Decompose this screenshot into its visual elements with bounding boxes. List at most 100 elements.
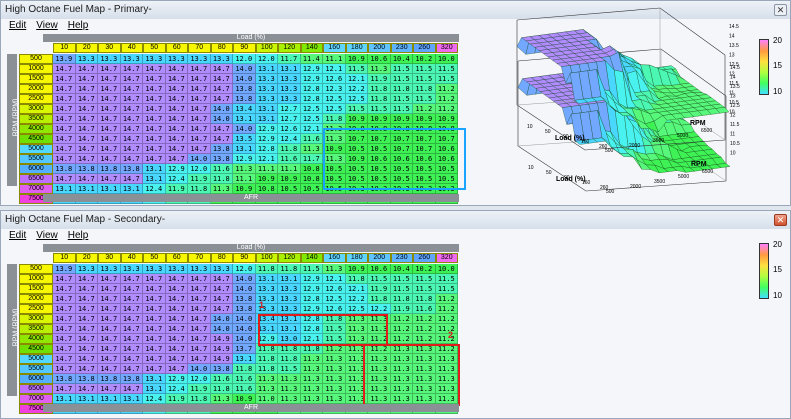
afr-cell[interactable]: 14.7: [75, 364, 98, 374]
afr-cell[interactable]: 14.7: [188, 64, 211, 74]
afr-cell[interactable]: 14.7: [120, 144, 143, 154]
afr-cell[interactable]: 14.7: [53, 84, 76, 94]
afr-cell[interactable]: 11.1: [323, 54, 346, 64]
afr-cell[interactable]: 14.7: [165, 104, 188, 114]
afr-cell[interactable]: 14.7: [210, 64, 233, 74]
afr-cell[interactable]: 14.7: [98, 104, 121, 114]
afr-cell[interactable]: 13.8: [75, 374, 98, 384]
afr-cell[interactable]: 12.1: [345, 284, 368, 294]
afr-cell[interactable]: 10.8: [300, 164, 323, 174]
afr-cell[interactable]: 14.7: [75, 74, 98, 84]
afr-cell[interactable]: 13.8: [210, 144, 233, 154]
afr-cell[interactable]: 13.8: [120, 164, 143, 174]
afr-cell[interactable]: 13.8: [233, 84, 256, 94]
afr-cell[interactable]: 11.3: [323, 394, 346, 404]
afr-cell[interactable]: 14.7: [143, 324, 166, 334]
afr-cell[interactable]: 13.3: [165, 264, 188, 274]
afr-cell[interactable]: 14.7: [165, 324, 188, 334]
afr-cell[interactable]: 11.5: [435, 284, 458, 294]
afr-cell[interactable]: 11.5: [413, 64, 436, 74]
afr-cell[interactable]: 14.7: [188, 304, 211, 314]
afr-cell[interactable]: 14.7: [98, 94, 121, 104]
afr-cell[interactable]: 12.1: [300, 334, 323, 344]
afr-cell[interactable]: 14.7: [75, 64, 98, 74]
afr-cell[interactable]: 11.3: [435, 394, 458, 404]
afr-cell[interactable]: 12.9: [300, 64, 323, 74]
afr-cell[interactable]: 12.0: [188, 164, 211, 174]
afr-cell[interactable]: 14.0: [233, 64, 256, 74]
afr-cell[interactable]: 11.0: [255, 394, 278, 404]
afr-cell[interactable]: 10.8: [255, 184, 278, 194]
afr-cell[interactable]: 11.3: [300, 374, 323, 384]
afr-cell[interactable]: 13.3: [255, 94, 278, 104]
afr-cell[interactable]: 13.3: [188, 54, 211, 64]
afr-cell[interactable]: 10.5: [368, 144, 391, 154]
afr-cell[interactable]: 14.7: [120, 174, 143, 184]
afr-cell[interactable]: 11.3: [413, 394, 436, 404]
afr-cell[interactable]: 14.7: [210, 294, 233, 304]
afr-cell[interactable]: 11.3: [323, 354, 346, 364]
menu-view[interactable]: View: [36, 230, 58, 241]
afr-cell[interactable]: 14.7: [75, 384, 98, 394]
afr-cell[interactable]: 14.7: [53, 124, 76, 134]
afr-cell[interactable]: 10.7: [368, 134, 391, 144]
afr-cell[interactable]: 14.7: [188, 104, 211, 114]
afr-cell[interactable]: 12.9: [300, 304, 323, 314]
afr-cell[interactable]: 11.5: [435, 64, 458, 74]
afr-cell[interactable]: 14.7: [53, 154, 76, 164]
afr-cell[interactable]: 11.6: [233, 374, 256, 384]
afr-cell[interactable]: 14.7: [188, 284, 211, 294]
afr-cell[interactable]: 14.7: [210, 134, 233, 144]
afr-cell[interactable]: 14.7: [98, 314, 121, 324]
afr-cell[interactable]: 12.5: [345, 304, 368, 314]
afr-cell[interactable]: 14.7: [53, 274, 76, 284]
afr-cell[interactable]: 11.3: [210, 184, 233, 194]
afr-cell[interactable]: 14.7: [98, 344, 121, 354]
afr-cell[interactable]: 13.1: [278, 64, 301, 74]
afr-cell[interactable]: 13.1: [233, 144, 256, 154]
afr-cell[interactable]: 12.1: [323, 64, 346, 74]
afr-cell[interactable]: 14.7: [143, 304, 166, 314]
afr-cell[interactable]: 11.3: [210, 394, 233, 404]
afr-cell[interactable]: 13.8: [210, 364, 233, 374]
afr-cell[interactable]: 14.7: [210, 74, 233, 84]
afr-cell[interactable]: 14.7: [120, 284, 143, 294]
afr-cell[interactable]: 10.5: [413, 164, 436, 174]
afr-cell[interactable]: 14.0: [233, 284, 256, 294]
afr-cell[interactable]: 14.7: [143, 284, 166, 294]
afr-cell[interactable]: 14.7: [53, 344, 76, 354]
afr-cell[interactable]: 11.5: [435, 274, 458, 284]
afr-cell[interactable]: 12.9: [255, 134, 278, 144]
afr-cell[interactable]: 14.7: [120, 324, 143, 334]
afr-cell[interactable]: 10.7: [345, 134, 368, 144]
afr-cell[interactable]: 11.5: [390, 74, 413, 84]
afr-cell[interactable]: 13.1: [233, 114, 256, 124]
afr-cell[interactable]: 11.9: [165, 184, 188, 194]
afr-cell[interactable]: 11.8: [188, 394, 211, 404]
afr-cell[interactable]: 14.7: [53, 284, 76, 294]
afr-cell[interactable]: 14.7: [188, 294, 211, 304]
afr-cell[interactable]: 11.5: [345, 104, 368, 114]
afr-cell[interactable]: 11.3: [323, 384, 346, 394]
afr-cell[interactable]: 14.0: [233, 274, 256, 284]
afr-cell[interactable]: 11.6: [210, 164, 233, 174]
afr-cell[interactable]: 10.9: [368, 114, 391, 124]
afr-cell[interactable]: 11.8: [278, 344, 301, 354]
afr-cell[interactable]: 11.5: [368, 104, 391, 114]
afr-cell[interactable]: 11.3: [368, 374, 391, 384]
close-icon[interactable]: ✕: [774, 214, 787, 226]
afr-cell[interactable]: 14.7: [75, 144, 98, 154]
afr-cell[interactable]: 10.6: [368, 154, 391, 164]
afr-cell[interactable]: 14.7: [53, 94, 76, 104]
afr-cell[interactable]: 14.7: [165, 84, 188, 94]
afr-cell[interactable]: 11.8: [390, 294, 413, 304]
afr-cell[interactable]: 12.7: [278, 104, 301, 114]
afr-cell[interactable]: 10.5: [345, 164, 368, 174]
afr-cell[interactable]: 14.9: [210, 334, 233, 344]
afr-cell[interactable]: 11.2: [413, 314, 436, 324]
afr-cell[interactable]: 14.7: [98, 144, 121, 154]
afr-cell[interactable]: 11.3: [300, 364, 323, 374]
afr-cell[interactable]: 14.7: [120, 84, 143, 94]
afr-cell[interactable]: 10.7: [390, 144, 413, 154]
afr-cell[interactable]: 13.8: [233, 304, 256, 314]
